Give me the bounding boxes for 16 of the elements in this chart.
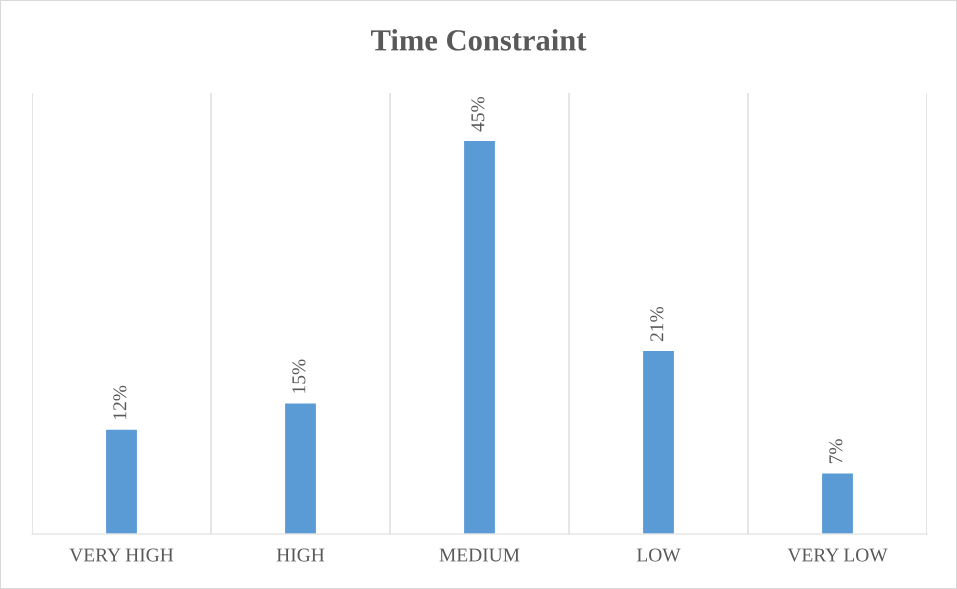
x-tick-label: VERY LOW: [788, 548, 888, 562]
bar: [462, 140, 496, 534]
bar: [642, 350, 676, 534]
bar: [820, 472, 854, 534]
x-tick-label: LOW: [636, 548, 681, 562]
x-tick-label: HIGH: [276, 548, 324, 562]
data-label: 15%: [292, 359, 306, 393]
chart-title: Time Constraint: [371, 29, 586, 51]
x-tick-label: MEDIUM: [440, 548, 520, 562]
data-label: 45%: [471, 96, 484, 132]
data-label: 7%: [829, 439, 842, 464]
x-tick-label: VERY HIGH: [69, 548, 174, 562]
bar: [104, 428, 138, 534]
data-label: 21%: [650, 306, 664, 342]
bar: [284, 402, 318, 534]
data-label: 12%: [113, 386, 126, 419]
